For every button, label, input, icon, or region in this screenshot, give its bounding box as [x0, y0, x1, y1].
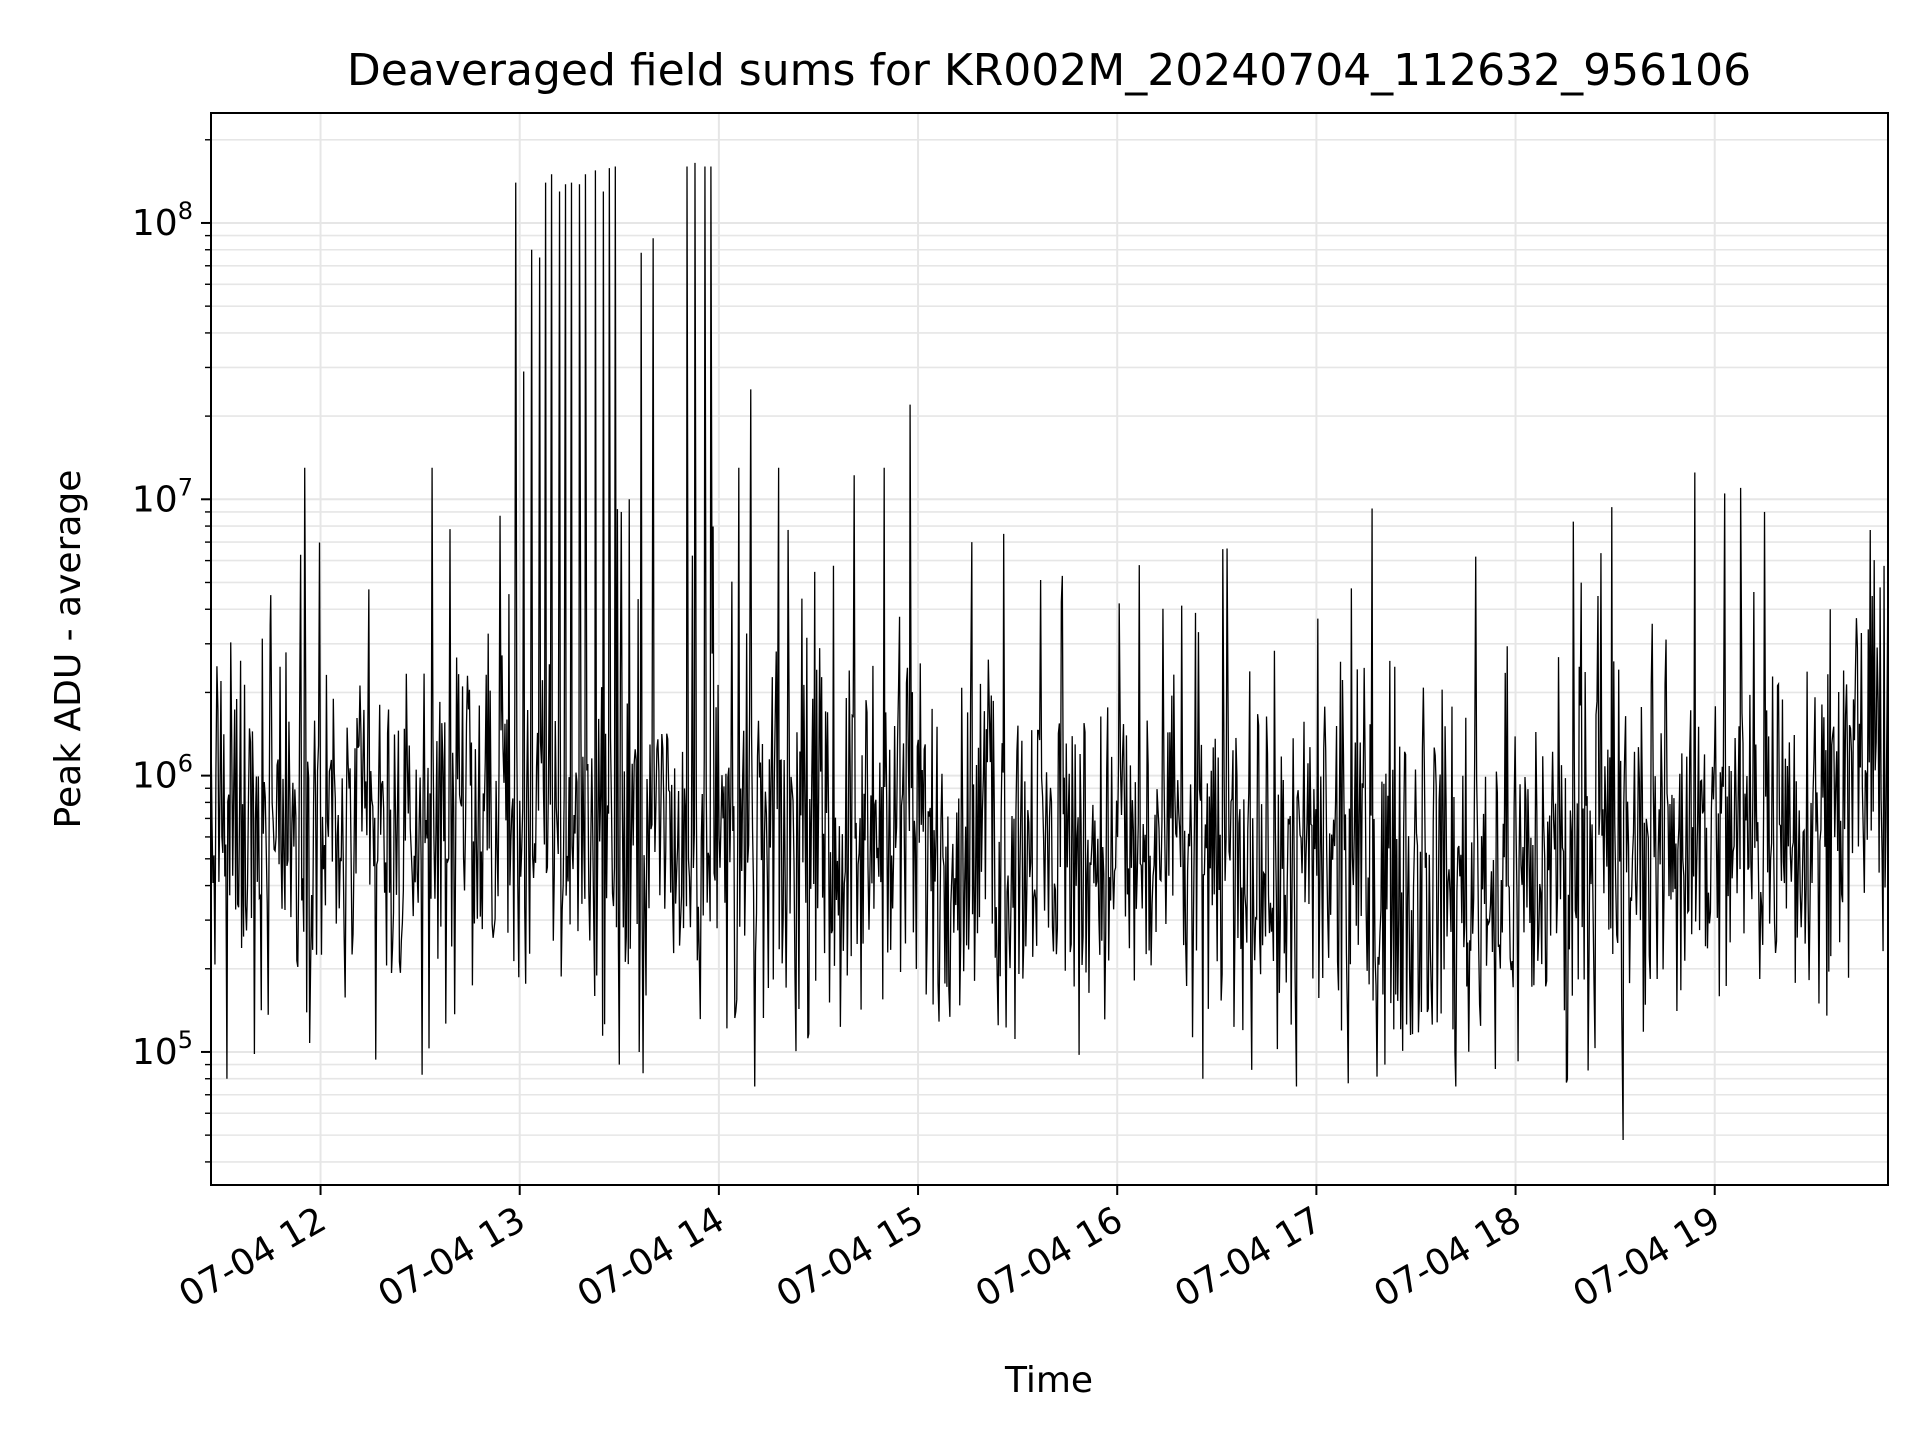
- y-tick-label: 106: [132, 750, 193, 797]
- chart-title: Deaveraged field sums for KR002M_2024070…: [347, 45, 1751, 96]
- y-tick-label: 107: [132, 473, 193, 520]
- series-line: [211, 162, 1888, 1141]
- y-tick-label: 105: [132, 1026, 193, 1073]
- plot-frame: [210, 112, 1889, 1186]
- y-tick-label: 108: [132, 197, 193, 244]
- x-axis-label: Time: [1004, 1360, 1093, 1401]
- y-axis-label: Peak ADU - average: [48, 470, 89, 829]
- y-axis: 105 106 107 108: [132, 139, 211, 1163]
- series-group: [211, 162, 1888, 1141]
